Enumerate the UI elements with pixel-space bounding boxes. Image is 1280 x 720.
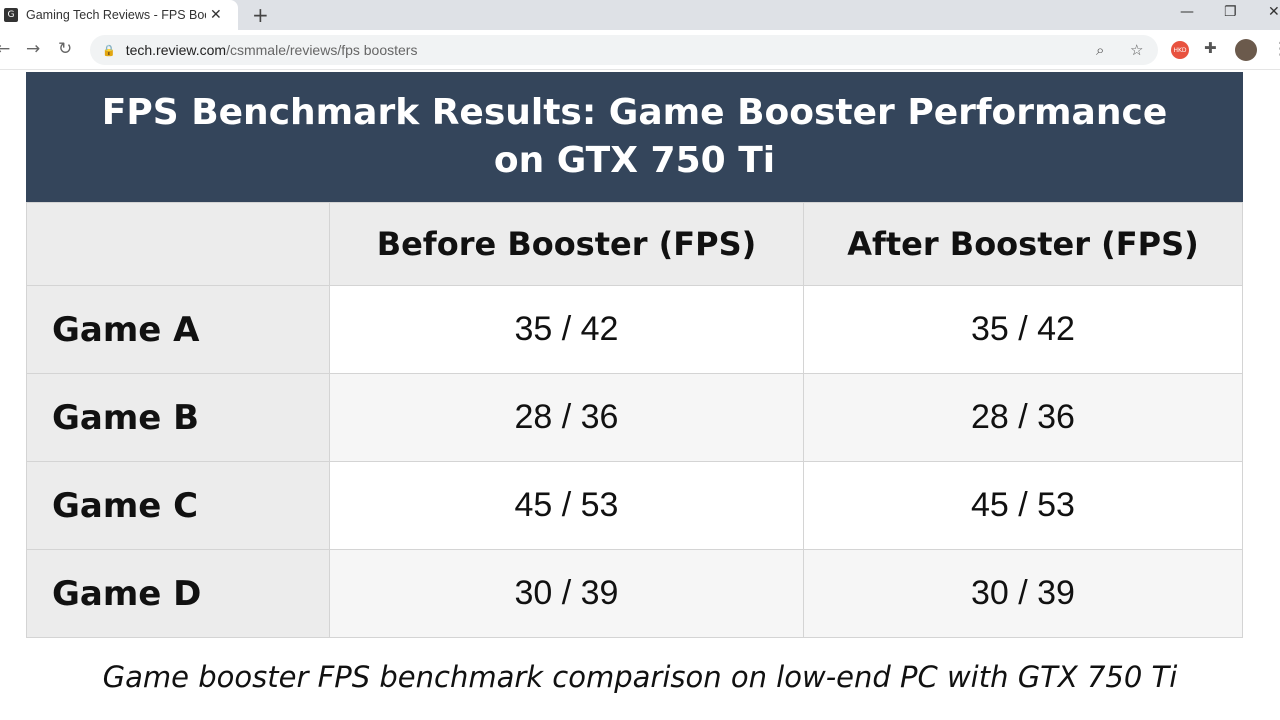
bookmark-star-icon[interactable]: ☆ — [1130, 41, 1144, 59]
extension-badge-icon[interactable]: HKD — [1171, 41, 1189, 59]
forward-icon[interactable]: → — [26, 39, 41, 59]
after-fps: 45 / 53 — [802, 461, 1244, 550]
reload-icon[interactable]: ↻ — [58, 39, 73, 59]
tab-bar: G Gaming Tech Reviews - FPS Boosters ✕ +… — [0, 0, 1280, 30]
back-icon[interactable]: ← — [0, 39, 11, 59]
browser-toolbar: ← → ↻ 🔒 tech.review.com/csmmale/reviews/… — [0, 30, 1280, 70]
url-text: tech.review.com/csmmale/reviews/fps boos… — [125, 42, 418, 58]
game-name: Game B — [26, 373, 330, 462]
game-name: Game A — [26, 285, 330, 374]
column-header: After Booster (FPS) — [802, 202, 1244, 286]
table-title: FPS Benchmark Results: Game Booster Perf… — [26, 72, 1243, 202]
address-bar[interactable]: 🔒 tech.review.com/csmmale/reviews/fps bo… — [90, 35, 1158, 65]
header-row: Before Booster (FPS) After Booster (FPS) — [26, 202, 1244, 286]
game-name: Game C — [26, 461, 330, 550]
benchmark-table: Before Booster (FPS) After Booster (FPS)… — [26, 202, 1244, 638]
zoom-icon[interactable]: ⌕ — [1096, 41, 1105, 59]
game-name: Game D — [26, 549, 330, 638]
before-fps: 45 / 53 — [329, 461, 804, 550]
restore-icon[interactable]: ❐ — [1224, 4, 1237, 20]
column-header: Before Booster (FPS) — [329, 202, 804, 286]
table-row: Game A 35 / 42 35 / 42 — [26, 285, 1244, 374]
close-tab-icon[interactable]: ✕ — [210, 7, 222, 23]
column-header — [26, 202, 330, 286]
benchmark-table-card: FPS Benchmark Results: Game Booster Perf… — [26, 72, 1244, 638]
tab-title: Gaming Tech Reviews - FPS Boosters — [26, 8, 206, 22]
avatar[interactable] — [1235, 39, 1257, 61]
table-row: Game B 28 / 36 28 / 36 — [26, 373, 1244, 462]
table-row: Game C 45 / 53 45 / 53 — [26, 461, 1244, 550]
table-row: Game D 30 / 39 30 / 39 — [26, 549, 1244, 638]
after-fps: 28 / 36 — [802, 373, 1244, 462]
menu-kebab-icon[interactable]: ⋮ — [1272, 39, 1280, 59]
table-caption: Game booster FPS benchmark comparison on… — [102, 660, 1178, 694]
extensions-puzzle-icon[interactable]: ✚ — [1204, 39, 1217, 57]
before-fps: 35 / 42 — [329, 285, 804, 374]
close-window-icon[interactable]: ✕ — [1268, 4, 1280, 20]
before-fps: 30 / 39 — [329, 549, 804, 638]
tab-active[interactable]: G Gaming Tech Reviews - FPS Boosters ✕ — [0, 0, 238, 30]
before-fps: 28 / 36 — [329, 373, 804, 462]
minimize-icon[interactable]: — — [1180, 4, 1194, 20]
after-fps: 35 / 42 — [802, 285, 1244, 374]
new-tab-icon[interactable]: + — [252, 3, 269, 27]
lock-icon: 🔒 — [102, 43, 116, 57]
after-fps: 30 / 39 — [802, 549, 1244, 638]
site-favicon-icon: G — [4, 8, 18, 22]
